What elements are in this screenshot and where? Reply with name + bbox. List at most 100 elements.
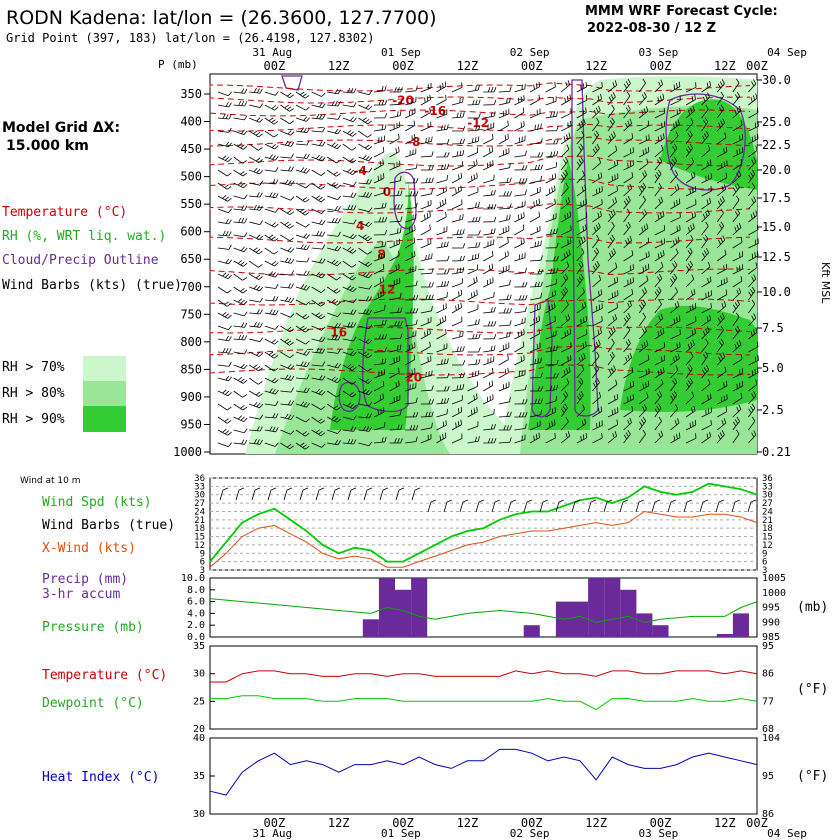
wind-barb: [405, 368, 416, 379]
wind-barb: [342, 102, 357, 108]
wind-barb: [373, 146, 385, 158]
wind-barb: [248, 377, 263, 385]
surface-wind-barb: [395, 487, 405, 501]
wind-barb: [373, 290, 385, 301]
precip-bar: [411, 578, 428, 637]
wind-barb: [311, 347, 326, 354]
temperature-contour-label: -8: [407, 135, 420, 149]
wind-barb: [405, 251, 416, 262]
wind-barb: [670, 287, 678, 301]
heat-index-tick-label: 40: [193, 733, 205, 744]
wind-barb: [732, 91, 741, 106]
temperature-contour: [209, 155, 751, 167]
wind-barb: [451, 97, 464, 106]
wind-tick-label-right: 12: [762, 541, 773, 551]
wind-barb: [233, 169, 248, 177]
cycle-label: MMM WRF Forecast Cycle:: [585, 4, 778, 19]
wind-barb: [748, 262, 758, 275]
wind-barb: [748, 157, 757, 171]
wind-tick-label: 24: [194, 507, 205, 517]
wind-barb: [436, 241, 449, 249]
wind-barb: [654, 355, 666, 366]
wind-barb: [327, 181, 341, 189]
wind-barb: [576, 212, 588, 223]
wind-barb: [295, 442, 310, 450]
wind-barb: [576, 377, 584, 392]
wind-barb: [420, 224, 431, 236]
wind-barb: [451, 433, 463, 444]
wind-barb: [576, 301, 587, 314]
wind-barb: [436, 186, 447, 197]
wind-barb: [716, 91, 724, 106]
temperature-tick-label: 20: [193, 724, 205, 735]
wind-barb: [701, 351, 709, 366]
wind-barb: [670, 390, 678, 405]
wind-barb: [327, 88, 341, 95]
wind-barb: [342, 309, 357, 315]
wind-barb: [529, 432, 540, 444]
wind-barb: [654, 430, 664, 444]
wind-barb: [685, 235, 694, 249]
wind-barb: [638, 182, 647, 197]
rh90-area-east2: [620, 305, 757, 412]
wind-barb: [280, 387, 294, 393]
wind-barb: [514, 369, 526, 379]
legend-rh70: RH > 70%: [2, 360, 65, 375]
wind-barb: [685, 288, 696, 301]
wind-barb: [638, 429, 646, 444]
wind-barb: [264, 413, 279, 419]
wind-barb: [498, 237, 509, 249]
wind-barb: [623, 235, 633, 249]
wind-barb: [373, 393, 384, 405]
wind-barb: [592, 351, 600, 366]
wind-barb: [358, 441, 373, 447]
wind-barb: [748, 196, 757, 210]
wind-barb: [295, 299, 310, 306]
precip-bar: [652, 625, 669, 637]
wind-barb: [592, 172, 603, 184]
wind-barb: [545, 125, 559, 132]
wind-barb: [654, 378, 664, 392]
wind-barb: [311, 403, 326, 410]
wind-tick-label-right: 3: [762, 566, 767, 576]
wind-barb: [545, 173, 556, 184]
wind-barb: [311, 312, 326, 320]
wind-barb: [529, 420, 541, 431]
wind-barb: [264, 377, 279, 384]
wind-barb: [451, 384, 465, 392]
temperature-contour: [209, 364, 751, 376]
wind-barb: [280, 117, 295, 125]
heat-index-tick-label: 35: [193, 771, 205, 782]
heat-index-line: [209, 748, 758, 796]
wind-barb: [420, 136, 433, 145]
heat-index-panel: Heat Index (°C) (°F) 30 86 35 95 40 104: [42, 733, 828, 820]
wind-barb: [389, 110, 402, 119]
wind-barb: [561, 225, 572, 236]
wind-barb: [623, 312, 631, 327]
wind-barb: [233, 232, 248, 238]
wind-barb: [436, 255, 450, 262]
wind-barb: [327, 429, 342, 434]
wind-barb: [529, 409, 542, 418]
wind-barb: [654, 403, 662, 418]
wind-barb: [467, 304, 479, 314]
wind-barb: [373, 85, 387, 93]
wind-barb: [436, 358, 449, 366]
wind-barb: [327, 415, 341, 423]
wind-barb: [420, 433, 432, 444]
wind-barb: [685, 211, 696, 223]
wind-barb: [607, 351, 615, 366]
wind-barb: [483, 228, 496, 236]
wind-barb: [467, 172, 478, 184]
wind-barb: [451, 289, 463, 301]
wind-barb: [217, 325, 232, 331]
wind-barb: [670, 315, 681, 327]
wind-barb: [467, 319, 480, 327]
wind-barb: [545, 267, 559, 275]
wind-barb: [451, 172, 463, 184]
wind-barb: [685, 405, 696, 418]
wind-barb: [654, 196, 664, 210]
wind-barb: [498, 367, 509, 379]
temperature-tick-label: 30: [193, 669, 205, 680]
